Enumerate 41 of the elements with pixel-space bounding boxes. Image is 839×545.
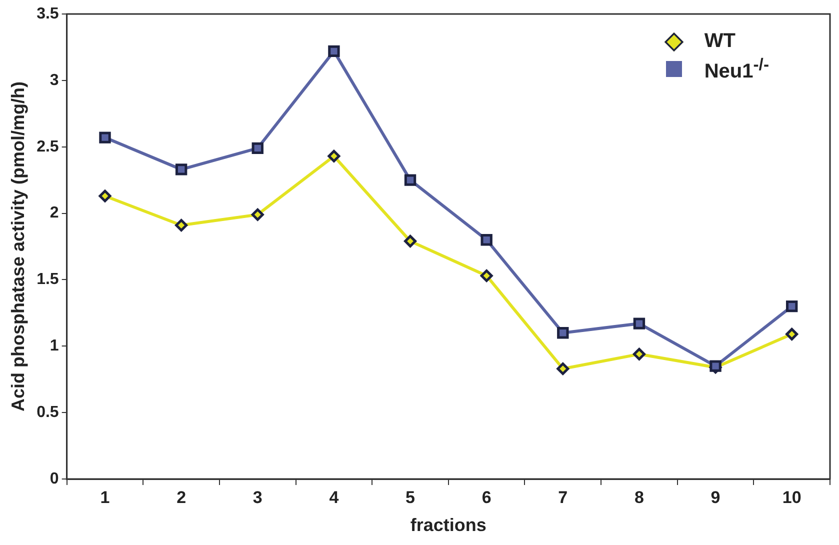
x-tick-label: 8: [634, 488, 644, 507]
point: [98, 190, 112, 202]
y-tick-label: 2: [50, 204, 59, 222]
point: [175, 218, 188, 232]
x-tick-label: 7: [558, 488, 568, 507]
point: [251, 208, 264, 221]
point: [786, 328, 798, 340]
y-tick-label: 3: [50, 72, 59, 89]
x-tick-label: 2: [176, 488, 186, 507]
legend-label: Neu1$^{-/-}$: [704, 55, 769, 84]
point: [633, 318, 646, 330]
x-tick-label: 5: [406, 488, 415, 507]
point: [328, 150, 340, 162]
y-tick-label: 1: [50, 338, 59, 355]
y-tick-label: 1.5: [36, 271, 59, 288]
y-tick-label: 2.5: [36, 138, 59, 156]
x-tick-label: 10: [782, 488, 802, 507]
point: [556, 362, 570, 375]
x-tick-label: 6: [482, 488, 492, 507]
point: [557, 327, 569, 339]
point: [252, 142, 264, 154]
point: [710, 360, 722, 372]
x-tick-label: 9: [710, 488, 720, 507]
y-tick-label: 0.5: [36, 404, 59, 421]
y-tick-label: 0: [50, 470, 59, 488]
point: [480, 269, 493, 282]
point: [632, 348, 646, 360]
x-tick-label: 3: [252, 488, 262, 507]
y-axis-title: Acid phosphatase activity (pmol/mg/h): [8, 81, 28, 412]
point: [404, 174, 416, 186]
point: [404, 234, 417, 248]
x-tick-label: 1: [100, 488, 110, 507]
point: [99, 132, 111, 144]
point: [480, 234, 492, 246]
point: [786, 300, 798, 312]
point: [328, 45, 340, 58]
x-tick-label: 4: [329, 488, 340, 507]
legend-label: WT: [704, 30, 736, 53]
point: [175, 164, 188, 176]
y-tick-label: 3.5: [36, 5, 59, 22]
x-axis-title: fractions: [410, 515, 486, 536]
